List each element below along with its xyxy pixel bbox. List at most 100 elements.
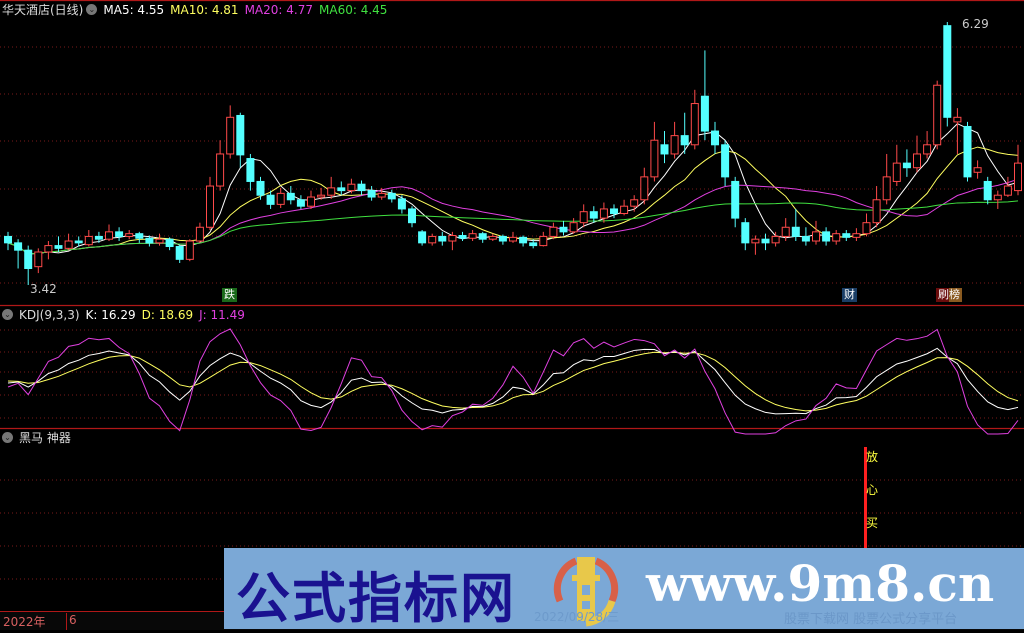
candle-down — [721, 144, 730, 178]
candle-up — [862, 222, 871, 235]
candle-down — [559, 226, 568, 233]
candle-up — [539, 235, 548, 247]
candle-down — [529, 242, 538, 247]
signal-shuabang: 刷榜 — [936, 288, 962, 302]
candle-up — [468, 233, 477, 239]
candle-up — [812, 231, 820, 242]
watermark-url: www.9m8.cn — [646, 554, 995, 613]
chevron-down-icon[interactable]: ⌄ — [86, 4, 98, 15]
candle-down — [741, 222, 750, 244]
candle-up — [872, 199, 881, 224]
signal-cai: 财 — [842, 288, 857, 302]
candle-down — [54, 245, 63, 249]
candle-down — [4, 235, 12, 244]
kdj-panel-header: ⌄ KDJ(9,3,3) K: 16.29 D: 18.69 J: 11.49 — [2, 307, 251, 323]
candle-down — [801, 235, 810, 242]
chevron-down-icon[interactable]: ⌄ — [2, 309, 13, 320]
candle-up — [347, 183, 356, 192]
kdj-title: KDJ(9,3,3) — [19, 308, 80, 322]
buy-signal-char: 买 — [866, 516, 879, 530]
candle-up — [892, 162, 901, 182]
candle-down — [175, 246, 184, 260]
heima-panel-header: ⌄ 黑马 神器 — [2, 430, 77, 446]
kdj-d: D: 18.69 — [141, 308, 194, 322]
candle-down — [822, 231, 831, 242]
candle-down — [963, 125, 972, 178]
candle-up — [670, 135, 679, 155]
candle-up — [488, 235, 497, 240]
candle-down — [246, 158, 255, 182]
candle-down — [842, 233, 851, 238]
candle-down — [266, 194, 275, 205]
candle-down — [791, 226, 800, 237]
ma5-value: MA5: 4.55 — [103, 3, 165, 17]
candle-up — [226, 116, 235, 155]
candle-down — [14, 242, 23, 251]
candle-down — [115, 231, 124, 237]
candle-down — [610, 208, 618, 215]
candle-down — [408, 208, 416, 224]
ma10-value: MA10: 4.81 — [170, 3, 239, 17]
axis-year: 2022年 — [3, 615, 46, 629]
candle-up — [913, 153, 921, 169]
candle-up — [307, 196, 315, 207]
candle-up — [64, 240, 73, 249]
watermark-logo-icon — [553, 557, 619, 627]
candle-down — [256, 180, 265, 196]
candle-down — [337, 187, 346, 192]
candle-up — [1014, 162, 1022, 192]
chevron-down-icon[interactable]: ⌄ — [2, 432, 13, 443]
candle-up — [448, 235, 457, 242]
candle-up — [599, 208, 608, 219]
candle-down — [296, 199, 305, 207]
candle-down — [700, 95, 709, 132]
watermark-subtitle: 股票下载网 股票公式分享平台 — [784, 612, 958, 627]
ma60-line — [7, 200, 1019, 255]
kdj-k-line — [7, 347, 1019, 415]
candle-down — [660, 144, 669, 155]
candle-up — [34, 251, 43, 268]
candle-up — [630, 199, 639, 207]
candle-up — [327, 187, 336, 196]
candle-down — [135, 233, 144, 239]
candle-down — [236, 114, 245, 156]
candle-down — [478, 233, 487, 240]
candle-up — [377, 192, 386, 198]
candle-up — [882, 176, 891, 201]
candle-down — [24, 249, 33, 270]
candle-up — [973, 167, 982, 173]
candle-down — [387, 192, 396, 200]
buy-signal-bar — [864, 447, 867, 548]
candle-up — [569, 222, 578, 233]
stock-title: 华天酒店(日线) — [2, 3, 84, 17]
candle-down — [902, 162, 911, 169]
candle-up — [933, 84, 942, 146]
candle-down — [589, 211, 598, 219]
candle-up — [640, 176, 649, 201]
candle-down — [357, 183, 366, 192]
candle-up — [650, 139, 659, 178]
kdj-j: J: 11.49 — [199, 308, 245, 322]
candle-up — [509, 236, 517, 242]
candle-up — [216, 153, 225, 187]
candle-up — [923, 144, 932, 155]
candle-up — [185, 240, 194, 260]
candle-down — [418, 231, 427, 244]
candle-down — [74, 240, 83, 244]
candle-up — [317, 194, 326, 198]
candle-down — [519, 236, 528, 244]
candle-down — [438, 235, 447, 242]
candle-down — [943, 25, 952, 118]
candle-up — [155, 238, 164, 244]
watermark-banner: 公式指标网 www.9m8.cn 2022/09/28/三 股票下载网 股票公式… — [224, 548, 1024, 630]
candle-down — [94, 235, 103, 240]
kdj-j-line — [7, 328, 1019, 435]
ma60-value: MA60: 4.45 — [319, 3, 388, 17]
candle-down — [711, 130, 719, 146]
candle-up — [852, 233, 861, 238]
candle-up — [620, 205, 629, 215]
candle-down — [983, 180, 992, 201]
candle-down — [761, 238, 770, 244]
candle-down — [367, 190, 376, 198]
